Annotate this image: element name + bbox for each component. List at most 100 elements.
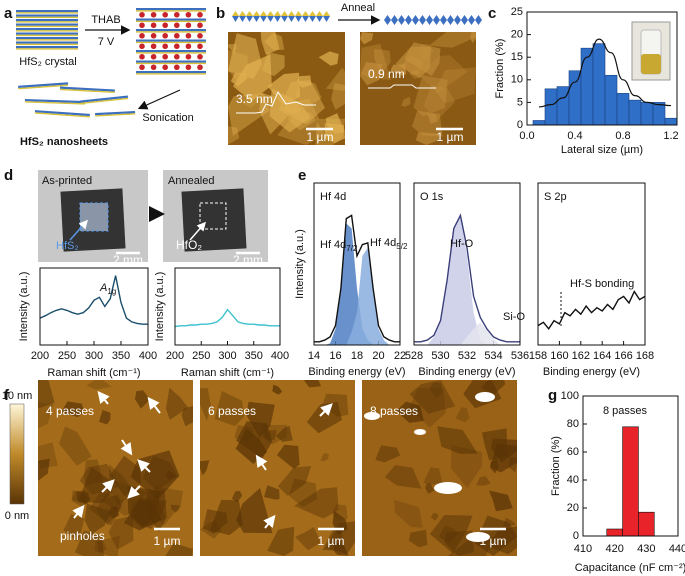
ion [162,53,168,60]
afm-flake [325,67,345,91]
layer [16,48,78,50]
afm-flake [331,83,345,110]
layer [16,10,78,13]
ion [162,22,168,29]
afm-flake [165,543,193,556]
photo [163,170,268,262]
atom-chain [468,15,475,25]
bar [592,43,606,126]
x-tick-label: 440 [669,543,685,555]
bar [622,426,639,537]
bar [616,93,630,126]
afm-flake [38,402,54,429]
afm-flake [429,515,473,554]
layer [16,19,78,22]
afm-flake [320,453,329,462]
y-axis-label: Fraction (%) [494,39,506,99]
afm-flake [84,503,112,535]
ion [162,32,168,39]
y-tick-label: 0 [517,119,523,131]
afm-flake [38,442,58,469]
ion [162,64,168,71]
atom-chain [239,11,246,16]
afm-image [360,32,476,145]
panel-title: S 2p [544,191,567,203]
x-tick-label: 420 [605,543,623,555]
y-tick-label: 15 [511,51,523,63]
y-tick-label: 25 [511,6,523,18]
atom-chain [239,16,246,22]
layer [136,10,206,12]
annotation: Hf 4d5/2 [370,237,408,251]
ion [174,64,180,71]
panel-label: f [4,387,10,404]
x-tick-label: 532 [458,350,476,362]
nanosheet [34,110,90,118]
layer [16,23,78,26]
plot-frame [174,267,281,346]
atom-chain [433,15,440,25]
ion [139,64,145,71]
photo [38,170,148,262]
atom-chain [260,16,267,22]
bar [544,88,558,126]
afm-flake [415,132,440,145]
ion [174,53,180,60]
atom-chain [281,16,288,22]
ion [139,43,145,50]
x-tick-label: 0.8 [615,130,630,142]
y-tick-label: 20 [567,502,579,514]
component-area [414,322,520,345]
vial-liquid [641,54,661,74]
label: HfS₂ nanosheets [20,136,108,148]
atom-chain [475,15,482,25]
x-tick-label: 430 [637,543,655,555]
afm-flake [200,460,210,476]
x-axis-label: Capacitance (nF cm⁻²) [575,562,685,574]
layer [59,86,115,92]
afm-flake [277,466,312,496]
ion [139,11,145,18]
atom-chain [302,11,309,16]
y-tick-label: 0 [573,530,579,542]
afm-image [362,380,517,556]
layer [18,82,69,88]
afm-flake [489,490,513,512]
atom-chain [391,15,398,25]
atom-chain [398,15,405,25]
annotation: pinholes [60,529,105,543]
layer [136,20,206,23]
photo-label: As-printed [42,175,92,187]
annotation: Hf-S bonding [570,278,634,290]
x-tick-label: 20 [372,350,384,362]
afm-flake [306,402,342,434]
panel-label: b [216,5,225,22]
layer [59,88,115,94]
pinhole [434,482,462,494]
afm-flake [142,455,179,491]
afm-flake [228,33,262,79]
afm-flake [63,514,85,542]
x-tick-label: 400 [139,350,157,362]
annotation: 8 passes [603,405,648,417]
layer [16,16,78,19]
x-axis-label: Binding energy (eV) [543,366,640,378]
y-tick-label: 20 [511,29,523,41]
layer [136,71,206,74]
x-tick-label: 250 [58,350,76,362]
afm-flake [99,410,111,425]
ion [139,53,145,60]
arrow [255,454,268,471]
nanosheet [59,86,115,94]
y-tick-label: 5 [517,96,523,108]
layer [16,34,78,37]
layer [16,32,78,35]
ion [185,43,192,50]
layer [136,8,206,11]
x-tick-label: 16 [329,350,341,362]
ion [185,22,192,29]
spectrum-line [174,308,280,328]
afm-flake [409,388,446,428]
x-tick-label: 162 [572,350,590,362]
